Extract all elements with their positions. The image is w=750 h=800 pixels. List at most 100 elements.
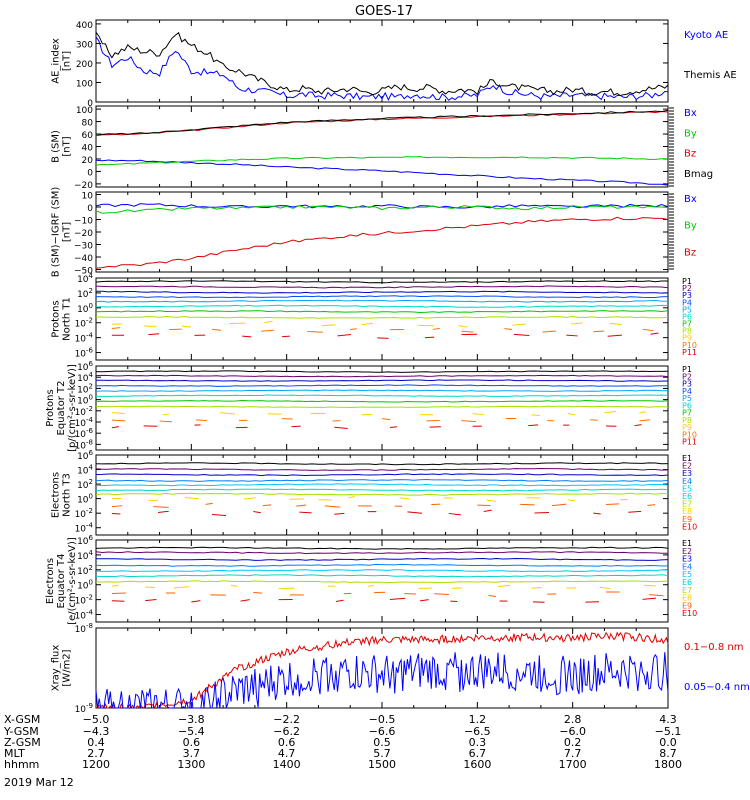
y-axis-label: Equator T2	[56, 381, 67, 436]
x-axis-row-label: Z-GSM	[4, 736, 41, 749]
x-axis-value: 6.7	[469, 747, 487, 760]
legend-item-E3: E3	[682, 555, 692, 564]
x-axis-value: −2.2	[273, 713, 300, 726]
y-axis-label: Protons	[51, 300, 62, 337]
right-edge-marks-2	[669, 193, 674, 270]
channel-segment-P10	[381, 418, 391, 421]
legend-item-E10: E10	[682, 609, 697, 618]
channel-segment-P10	[590, 419, 598, 421]
legend-item-P6: P6	[682, 312, 692, 321]
channel-line-E3	[95, 473, 669, 477]
y-tick-label: 0	[87, 99, 93, 109]
channel-segment-E10	[240, 599, 250, 602]
panel-7: 106 104 102 100 10-2 10-4 Electrons Equator T4[…	[45, 534, 697, 625]
channel-segment-P9	[219, 412, 236, 415]
channel-segment-P11	[242, 335, 252, 338]
x-axis-value: 1700	[559, 758, 587, 771]
channel-line-P3	[95, 290, 669, 294]
y-axis-label: [W/m2]	[62, 649, 73, 686]
channel-segment-P9	[531, 414, 541, 417]
legend-item-P9: P9	[682, 423, 692, 432]
channel-line-E1	[95, 462, 669, 466]
channel-segment-E9	[111, 592, 126, 595]
y-tick-label: 10-4	[75, 332, 94, 345]
legend-item-E8: E8	[682, 594, 692, 603]
channel-segment-E9	[205, 502, 213, 505]
channel-segment-E10	[253, 510, 261, 514]
x-axis-row-label: X-GSM	[4, 713, 40, 726]
legend-item-P11: P11	[682, 348, 697, 357]
panel-frame	[95, 19, 669, 103]
channel-segment-E9	[262, 504, 272, 507]
channel-segment-E10	[389, 597, 406, 601]
x-axis-value: 0.2	[564, 736, 582, 749]
channel-segment-P10	[432, 327, 440, 330]
y-axis-label: North T1	[62, 297, 73, 341]
channel-segment-E8	[531, 586, 542, 589]
channel-segment-E8	[644, 584, 657, 587]
channel-segment-P11	[513, 333, 530, 337]
y-tick-label: 10-2	[75, 507, 93, 520]
channel-segment-E9	[434, 593, 449, 595]
legend-item-3: Bz	[684, 149, 696, 160]
channel-segment-E10	[145, 599, 157, 602]
channel-line-P6	[95, 394, 669, 397]
x-axis-value: 4.7	[278, 747, 296, 760]
x-axis-value: 0.5	[373, 736, 391, 749]
channel-segment-P11	[528, 424, 539, 427]
y-tick-label: 10-6	[75, 427, 94, 440]
x-axis-value: −6.2	[273, 725, 300, 738]
x-axis-value: 8.7	[659, 747, 677, 760]
series-line-bx	[95, 203, 669, 209]
channel-segment-P10	[211, 328, 222, 331]
x-axis-value: −5.4	[178, 725, 205, 738]
channel-segment-P11	[111, 426, 120, 429]
y-tick-label: 100	[76, 106, 93, 116]
channel-line-E6	[95, 574, 669, 578]
legend-item-P10: P10	[682, 341, 697, 350]
legend-item-P3: P3	[682, 291, 692, 300]
legend-item-E8: E8	[682, 507, 692, 516]
legend-item-P7: P7	[682, 409, 692, 418]
channel-segment-P10	[642, 328, 654, 332]
channel-segment-P11	[634, 424, 642, 427]
plot-title: GOES-17	[355, 4, 413, 19]
y-tick-label: 100	[77, 579, 93, 592]
channel-segment-P10	[307, 331, 323, 333]
y-tick-label: −30	[74, 242, 93, 252]
channel-segment-P9	[472, 413, 484, 416]
legend-item-P1: P1	[682, 277, 692, 286]
y-tick-label: 102	[77, 478, 93, 491]
channel-line-E4	[95, 478, 669, 482]
channel-segment-E8	[443, 497, 453, 499]
y-tick-label: 10-8	[75, 438, 93, 451]
x-axis-value: −6.6	[369, 725, 396, 738]
y-tick-label: 102	[77, 564, 93, 577]
channel-segment-P9	[111, 412, 125, 415]
channel-segment-E10	[593, 512, 601, 515]
series-line-themis-ae	[95, 31, 669, 97]
y-tick-label: 10-4	[75, 522, 94, 535]
y-tick-label: 106	[77, 360, 93, 373]
legend-item-E6: E6	[682, 578, 692, 587]
channel-line-E7	[95, 492, 669, 496]
channel-segment-E9	[111, 505, 123, 508]
legend-item-E1: E1	[682, 539, 692, 548]
channel-line-P4	[95, 295, 669, 299]
date-label: 2019 Mar 12	[4, 776, 74, 789]
channel-segment-E10	[111, 600, 125, 602]
channel-segment-E8	[173, 586, 190, 589]
channel-segment-P9	[162, 413, 170, 416]
y-tick-label: 300	[76, 40, 93, 50]
x-axis-value: −3.8	[178, 713, 205, 726]
legend-item-P9: P9	[682, 334, 692, 343]
y-tick-label: 10-4	[75, 416, 94, 429]
y-tick-label: 10-2	[75, 405, 93, 418]
channel-segment-E10	[483, 509, 492, 512]
y-tick-label: 40	[82, 144, 94, 154]
channel-segment-E9	[648, 594, 664, 597]
channel-line-E6	[95, 488, 669, 492]
x-axis-value: 0.4	[87, 736, 105, 749]
